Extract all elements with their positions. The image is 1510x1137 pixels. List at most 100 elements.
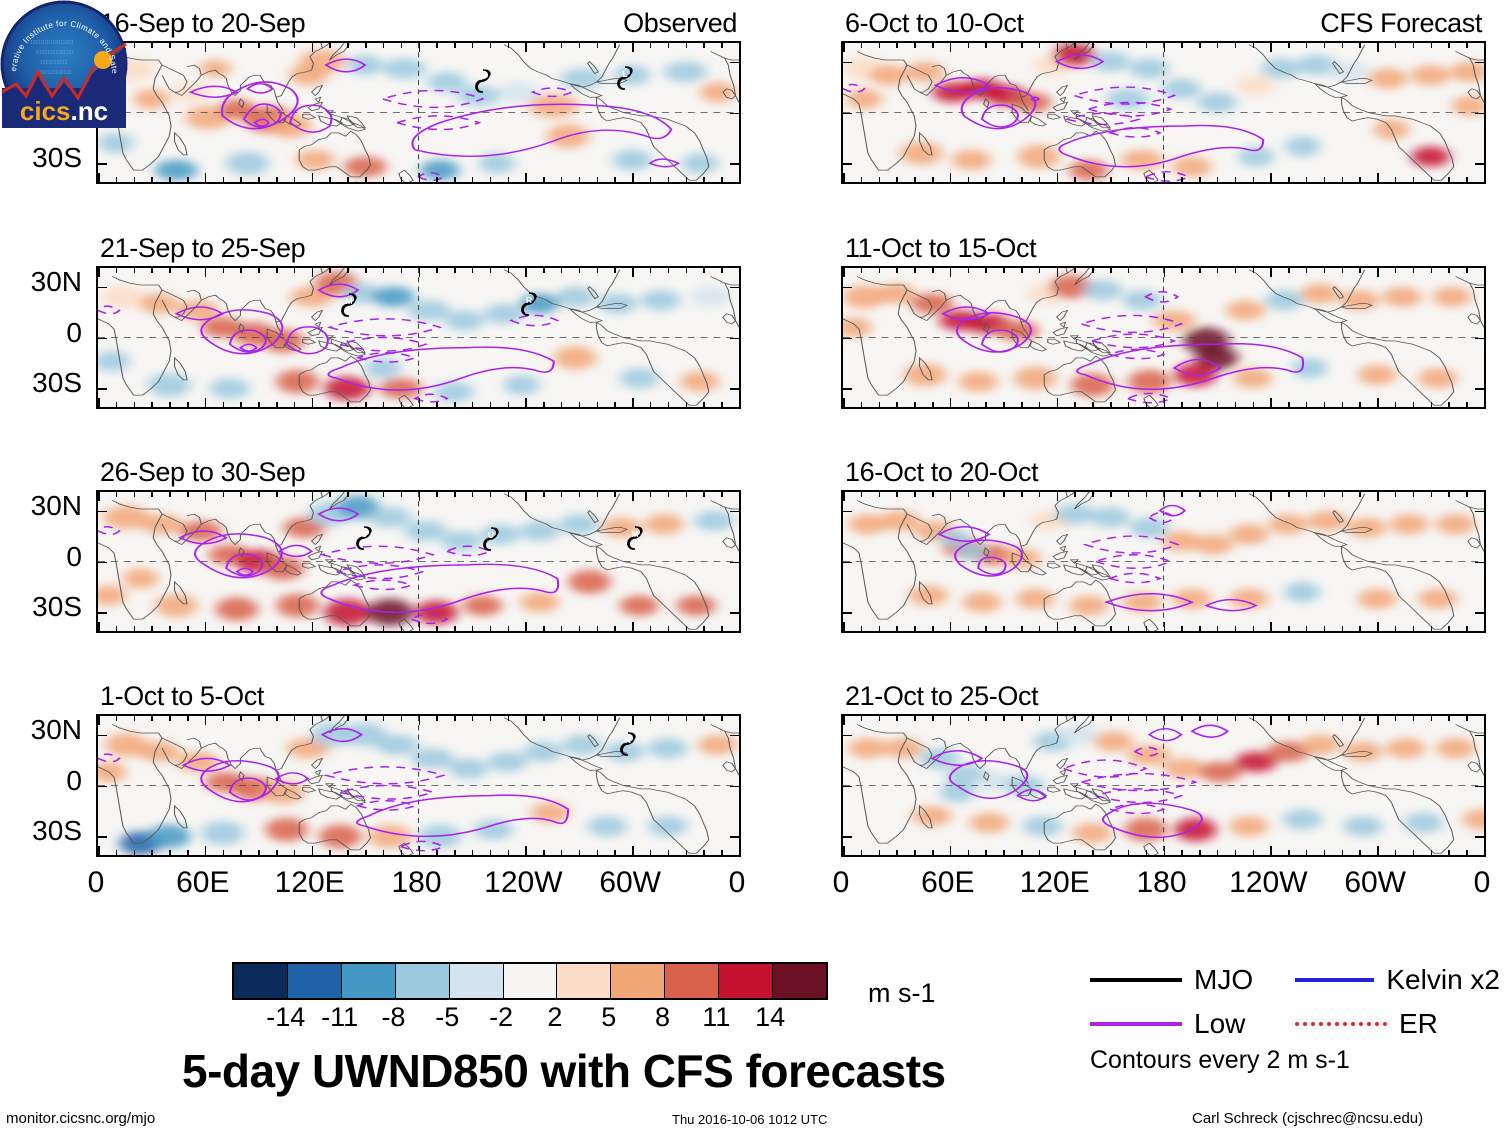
x-tick-label-4-col1: 120W [484,866,563,899]
svg-text:C: C [361,529,367,539]
cics-nc-logo: 1001011010011001 01001101001101 10100100… [0,0,128,128]
colorbar: -14 -11 -8 -5 -2 2 5 8 11 14 [232,962,828,1034]
storm-marker-u[interactable]: U [481,526,501,552]
y-tick-label-0-row3: 0 [66,540,82,572]
map-panel-fcst-4[interactable] [841,714,1486,857]
low-line-swatch [1090,1022,1182,1026]
contour-legend: MJO Kelvin x2 Low ER [1090,958,1500,1046]
legend-item-er: ER [1295,1008,1500,1040]
colorbar-tick-11: 11 [702,1002,731,1032]
y-tick-label-0-row2: 0 [66,316,82,348]
x-tick-label-4-col2: 120W [1229,866,1308,899]
legend-row-2: Low ER [1090,1002,1500,1046]
x-tick-label-5-col2: 60W [1344,866,1406,899]
colorbar-cell-5 [503,964,558,998]
svg-text:1010010011: 1010010011 [40,60,68,66]
colorbar-tick-8: 8 [655,1002,671,1032]
svg-text:M: M [631,529,638,539]
colorbar-tick-labels: -14 -11 -8 -5 -2 2 5 8 11 14 [232,1000,824,1034]
x-tick-label-2-col2: 120E [1019,866,1090,899]
colorbar-tick-14: 14 [755,1002,786,1032]
panel-title-fcst-1: 6-Oct to 10-Oct [845,8,1024,38]
legend-label-kelvin: Kelvin x2 [1386,964,1500,995]
x-tick-label-6-col1: 0 [728,866,746,899]
legend-item-mjo: MJO [1090,964,1295,996]
colorbar-cell-3 [395,964,450,998]
colorbar-cell-8 [665,964,720,998]
map-panel-fcst-1[interactable] [841,41,1486,184]
colorbar-cell-4 [449,964,504,998]
colorbar-cell-7 [611,964,666,998]
svg-text:P: P [480,72,486,82]
colorbar-tick--14: -14 [266,1002,306,1032]
svg-text:01001101001101: 01001101001101 [36,50,74,56]
contour-interval-note: Contours every 2 m s-1 [1090,1046,1350,1074]
panel-title-fcst-3: 16-Oct to 20-Oct [845,457,1039,487]
storm-marker-m[interactable]: M [625,525,645,551]
footer-author: Carl Schreck (cjschrec@ncsu.edu) [1192,1110,1424,1127]
y-tick-label-30s-row2: 30S [32,367,82,399]
x-tick-label-1-col1: 60E [176,866,230,899]
legend-label-er: ER [1399,1008,1438,1039]
colorbar-cell-10 [773,964,826,998]
y-tick-label-30n-row2: 30N [30,265,82,297]
legend-item-kelvin: Kelvin x2 [1295,964,1500,996]
x-tick-label-6-col2: 0 [1473,866,1491,899]
storm-marker-m[interactable]: M [339,292,359,318]
mjo-line-swatch [1090,978,1182,982]
y-tick-label-0-row4: 0 [66,764,82,796]
er-line-swatch [1295,1022,1387,1026]
colorbar-tick-2: 2 [547,1002,563,1032]
svg-text:L: L [622,69,627,79]
map-panel-obs-4[interactable]: N [96,714,741,857]
panel-title-obs-2: 21-Sep to 25-Sep [100,233,306,263]
legend-row-1: MJO Kelvin x2 [1090,958,1500,1002]
svg-text:M: M [346,296,353,306]
colorbar-tick--5: -5 [435,1002,460,1032]
y-tick-label-30n-row3: 30N [30,489,82,521]
x-tick-label-5-col1: 60W [599,866,661,899]
panel-title-obs-3: 26-Sep to 30-Sep [100,457,306,487]
storm-marker-l[interactable]: L [615,65,635,91]
storm-marker-c[interactable]: C [354,525,374,551]
storm-marker-n[interactable]: N [618,731,638,757]
svg-text:R: R [526,295,532,305]
footer-timestamp: Thu 2016-10-06 1012 UTC [672,1112,828,1127]
colorbar-swatches [232,962,828,1000]
y-tick-label-30s-row4: 30S [32,815,82,847]
svg-text:U: U [488,530,494,540]
svg-text:1001011010011001: 1001011010011001 [30,40,74,46]
colorbar-units-label: m s-1 [868,978,936,1008]
panel-title-obs-4: 1-Oct to 5-Oct [100,681,264,711]
x-tick-label-0-col2: 0 [832,866,850,899]
colorbar-cell-1 [287,964,342,998]
y-tick-label-30s-row3: 30S [32,591,82,623]
svg-text:N: N [625,735,631,745]
svg-text:cics.nc: cics.nc [20,96,108,126]
colorbar-tick--11: -11 [321,1002,359,1032]
x-tick-label-3-col2: 180 [1136,866,1187,899]
colorbar-tick--2: -2 [489,1002,514,1032]
colorbar-cell-9 [719,964,774,998]
panel-title-fcst-2: 11-Oct to 15-Oct [845,233,1037,263]
map-panel-fcst-2[interactable] [841,266,1486,409]
storm-marker-p[interactable]: P [473,68,493,94]
column-label-observed: Observed [623,8,737,38]
page-title: 5-day UWND850 with CFS forecasts [182,1045,946,1097]
map-panel-fcst-3[interactable] [841,490,1486,633]
svg-text:0100110100110: 0100110100110 [36,70,72,76]
x-tick-label-3-col1: 180 [391,866,442,899]
legend-label-mjo: MJO [1194,964,1254,995]
legend-label-low: Low [1194,1008,1246,1039]
storm-marker-r[interactable]: R [519,291,539,317]
colorbar-cell-6 [557,964,612,998]
y-tick-label-30s-row1: 30S [32,142,82,174]
colorbar-tick--8: -8 [381,1002,406,1032]
x-tick-label-0-col1: 0 [87,866,105,899]
panel-title-fcst-4: 21-Oct to 25-Oct [845,681,1039,711]
footer-url[interactable]: monitor.cicsnc.org/mjo [6,1110,156,1127]
column-label-forecast: CFS Forecast [1320,8,1482,38]
